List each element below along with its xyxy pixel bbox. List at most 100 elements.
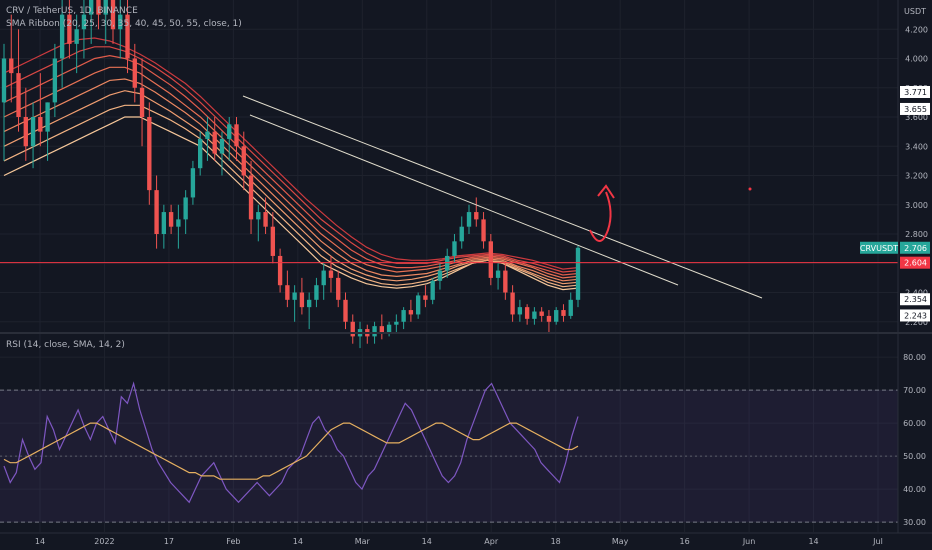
candle-body <box>495 270 501 278</box>
candle-body <box>277 255 283 286</box>
candle <box>524 304 530 325</box>
candle <box>452 234 457 264</box>
candle <box>96 0 101 30</box>
rsi-axis-label: 50.00 <box>903 452 926 461</box>
price-tag: 3.655 <box>904 105 927 114</box>
candle <box>517 299 523 322</box>
candle <box>16 29 21 132</box>
candle-body <box>227 124 232 139</box>
price-tag-bg <box>900 293 930 306</box>
candle-body <box>96 0 101 15</box>
candle <box>270 212 276 264</box>
candle <box>379 314 385 340</box>
candle-body <box>445 255 450 271</box>
price-axis-label: 3.200 <box>905 172 928 181</box>
candle-body <box>517 307 523 315</box>
lower-trendline <box>249 114 679 286</box>
price-axis[interactable]: 4.2004.0003.8003.6003.4003.2003.0002.800… <box>905 25 928 327</box>
candle <box>561 304 566 322</box>
price-axis-label: 4.200 <box>905 25 928 34</box>
candle-body <box>9 58 14 74</box>
time-axis-label: May <box>612 537 629 546</box>
candle <box>212 117 217 161</box>
candle <box>394 314 399 334</box>
candle-body <box>336 277 341 300</box>
prediction-annotation <box>589 184 752 242</box>
candle-body <box>481 219 486 242</box>
candle-body <box>561 310 566 316</box>
candle-body <box>67 14 72 44</box>
candle-body <box>168 212 174 227</box>
rsi-band-fill <box>0 390 898 523</box>
candle <box>154 175 159 249</box>
price-axis-label: 2.200 <box>905 318 928 327</box>
rsi-axis-label: 80.00 <box>903 353 926 362</box>
candle <box>38 73 43 147</box>
candle-body <box>234 124 239 147</box>
rsi-title[interactable]: RSI (14, close, SMA, 14, 2) <box>6 340 125 350</box>
rsi-band <box>0 389 898 523</box>
candle-body <box>539 311 544 316</box>
candle <box>219 131 225 176</box>
rsi-line <box>3 381 579 504</box>
candle-body <box>423 295 428 300</box>
candle <box>488 234 493 286</box>
candle-body <box>437 270 443 281</box>
candle <box>234 117 239 161</box>
rsi-series <box>3 381 579 504</box>
candle <box>430 277 435 305</box>
rsi-axis-label: 30.00 <box>903 518 926 527</box>
candle <box>292 285 297 322</box>
candle <box>132 43 137 103</box>
price-tag: 2.354 <box>904 295 927 304</box>
sma-ribbon-line <box>3 37 579 270</box>
symbol-title[interactable]: CRV / TetherUS, 1D, BINANCE <box>6 6 138 16</box>
candle <box>539 307 544 322</box>
candle <box>52 43 58 118</box>
candle <box>437 263 443 290</box>
candle-body <box>30 117 36 147</box>
time-axis-label: 14 <box>422 537 432 546</box>
candle-body <box>241 146 246 176</box>
time-axis-label: Jul <box>872 537 883 546</box>
time-axis[interactable]: 14 2022 17 Feb 14 Mar 14 Apr 18 May 16 Jun 14 Jul <box>35 537 883 546</box>
price-tag: 2.706 <box>904 244 927 253</box>
candle-body <box>314 285 319 300</box>
candle <box>139 58 145 147</box>
candle <box>328 255 334 293</box>
time-axis-label: 14 <box>35 537 45 546</box>
symbol-tag: CRVUSDT <box>860 244 898 253</box>
candle <box>336 270 341 308</box>
price-axis-label: 2.800 <box>905 230 928 239</box>
candle <box>263 197 268 235</box>
candle-body <box>466 212 472 227</box>
candle <box>256 204 261 242</box>
time-axis-label: 16 <box>680 537 690 546</box>
candle <box>147 102 152 205</box>
candle-body <box>386 324 392 334</box>
candle <box>343 292 348 330</box>
price-tag: 2.243 <box>904 311 927 320</box>
time-axis-label: Apr <box>484 537 499 546</box>
upper-trendline <box>242 95 763 299</box>
ribbon-title[interactable]: SMA Ribbon (20, 25, 30, 35, 40, 45, 50, … <box>6 19 242 29</box>
sma-ribbon <box>3 37 579 291</box>
candle <box>350 314 355 344</box>
candle <box>45 102 50 161</box>
candle <box>168 204 174 235</box>
candle <box>59 0 65 88</box>
rsi-axis[interactable]: 80.00 70.00 60.00 50.00 40.00 30.00 <box>903 353 926 527</box>
candle <box>314 277 319 308</box>
candle <box>386 321 392 337</box>
candle <box>285 270 290 308</box>
currency-label: USDT <box>904 7 926 16</box>
sma-ribbon-line <box>3 78 579 282</box>
candle-body <box>38 117 43 132</box>
candle <box>459 216 464 249</box>
candle-body <box>459 226 464 242</box>
sma-ribbon-line <box>3 46 579 273</box>
marker-dot <box>748 187 752 191</box>
candle-body <box>503 270 508 293</box>
candle-body <box>430 280 435 300</box>
